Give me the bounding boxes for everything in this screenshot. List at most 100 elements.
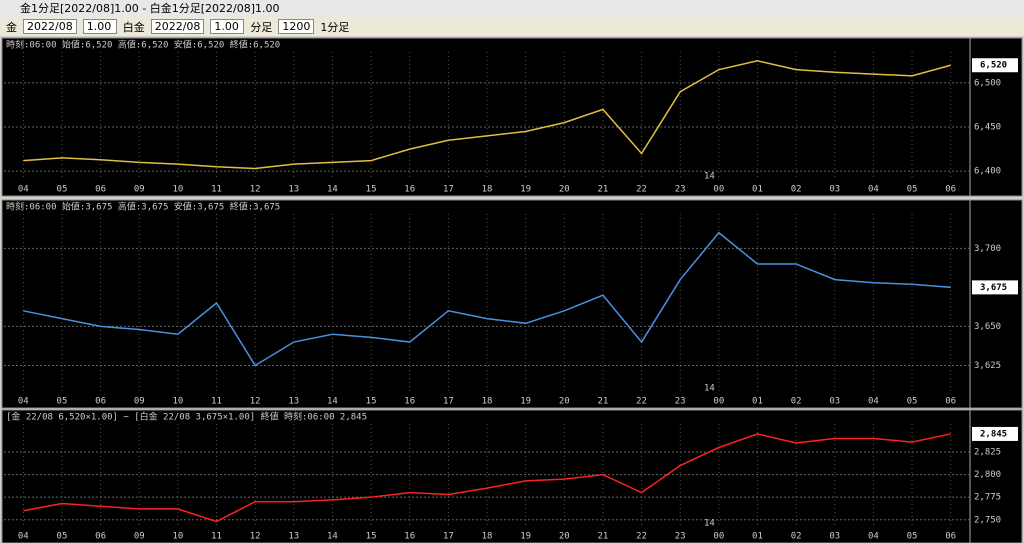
last-price-box [972, 426, 1018, 441]
x-tick-label: 14 [327, 532, 338, 542]
toolbar: 金 2022/08 1.00 白金 2022/08 1.00 分足 1200 1… [0, 17, 1024, 36]
y-tick-label: 3,700 [974, 244, 1001, 254]
y-tick-label: 6,500 [974, 78, 1001, 88]
annotation: 14 [704, 172, 715, 182]
x-tick-label: 15 [366, 397, 377, 407]
x-tick-label: 04 [18, 185, 29, 195]
price-line [23, 231, 951, 367]
x-tick-label: 03 [829, 397, 840, 407]
price-line [23, 60, 951, 170]
x-tick-label: 14 [327, 397, 338, 407]
x-tick-label: 04 [868, 185, 879, 195]
y-tick-label: 6,450 [974, 123, 1001, 133]
mult-input[interactable]: 1.00 [210, 19, 245, 34]
x-tick-label: 20 [559, 532, 570, 542]
x-tick-label: 04 [868, 397, 879, 407]
symbol[interactable]: 白金 [122, 20, 145, 34]
x-tick-label: 01 [752, 532, 763, 542]
x-tick-label: 15 [366, 185, 377, 195]
x-tick-label: 16 [404, 532, 415, 542]
x-tick-label: 05 [907, 185, 918, 195]
x-tick-label: 21 [597, 532, 608, 542]
panel-header: 時刻:06:00 始値:3,675 高値:3,675 安値:3,675 終値:3… [6, 201, 280, 213]
x-tick-label: 13 [288, 397, 299, 407]
charts: 時刻:06:00 始値:6,520 高値:6,520 安値:6,520 終値:6… [1, 37, 1023, 543]
x-tick-label: 09 [134, 397, 145, 407]
x-tick-label: 02 [791, 532, 802, 542]
x-tick-label: 06 [945, 532, 956, 542]
x-tick-label: 22 [636, 185, 647, 195]
y-tick-label: 6,400 [974, 167, 1001, 177]
x-tick-label: 06 [95, 532, 106, 542]
x-tick-label: 11 [211, 532, 222, 542]
mult-input[interactable]: 1.00 [82, 19, 117, 34]
x-tick-label: 22 [636, 532, 647, 542]
last-price-box [972, 58, 1018, 73]
last-price-label: 3,675 [980, 283, 1007, 293]
y-tick-label: 2,750 [974, 515, 1001, 525]
x-tick-label: 17 [443, 185, 454, 195]
x-tick-label: 09 [134, 532, 145, 542]
x-tick-label: 14 [327, 185, 338, 195]
annotation: 14 [704, 384, 715, 394]
x-tick-label: 20 [559, 397, 570, 407]
y-tick-label: 2,825 [974, 448, 1001, 458]
y-tick-label: 2,775 [974, 493, 1001, 503]
panel [1, 409, 1023, 543]
x-tick-label: 19 [520, 532, 531, 542]
x-tick-label: 04 [18, 397, 29, 407]
x-tick-label: 20 [559, 185, 570, 195]
x-tick-label: 22 [636, 397, 647, 407]
x-tick-label: 10 [172, 397, 183, 407]
x-tick-label: 06 [945, 397, 956, 407]
x-tick-label: 05 [57, 397, 68, 407]
x-tick-label: 23 [675, 397, 686, 407]
x-tick-label: 04 [868, 532, 879, 542]
price-line [23, 433, 951, 523]
panel [1, 37, 1023, 197]
x-tick-label: 19 [520, 397, 531, 407]
count-input[interactable]: 1200 [278, 19, 315, 34]
y-tick-label: 2,800 [974, 470, 1001, 480]
period-select[interactable]: 1分足 [320, 20, 350, 34]
x-tick-label: 03 [829, 532, 840, 542]
x-tick-label: 18 [482, 185, 493, 195]
x-tick-label: 05 [57, 532, 68, 542]
window-title: 金1分足[2022/08]1.00 - 白金1分足[2022/08]1.00 [20, 2, 280, 15]
panel-header: [金 22/08 6,520×1.00] − [白金 22/08 3,675×1… [6, 411, 367, 423]
x-tick-label: 01 [752, 397, 763, 407]
x-tick-label: 13 [288, 532, 299, 542]
x-tick-label: 10 [172, 185, 183, 195]
x-tick-label: 02 [791, 185, 802, 195]
month-input[interactable]: 2022/08 [150, 19, 205, 34]
x-tick-label: 00 [713, 397, 724, 407]
panel [1, 199, 1023, 409]
x-tick-label: 17 [443, 532, 454, 542]
x-tick-label: 05 [57, 185, 68, 195]
x-tick-label: 21 [597, 397, 608, 407]
x-tick-label: 06 [945, 185, 956, 195]
x-tick-label: 16 [404, 397, 415, 407]
x-tick-label: 05 [907, 532, 918, 542]
x-tick-label: 00 [713, 185, 724, 195]
y-tick-label: 3,625 [974, 361, 1001, 371]
symbol[interactable]: 金 [6, 20, 17, 34]
x-tick-label: 12 [250, 397, 261, 407]
x-tick-label: 21 [597, 185, 608, 195]
x-tick-label: 13 [288, 185, 299, 195]
x-tick-label: 11 [211, 185, 222, 195]
x-tick-label: 19 [520, 185, 531, 195]
month-input[interactable]: 2022/08 [23, 19, 77, 34]
annotation: 14 [704, 519, 715, 529]
x-tick-label: 18 [482, 532, 493, 542]
unit-select[interactable]: 分足 [250, 20, 273, 34]
x-tick-label: 12 [250, 185, 261, 195]
last-price-label: 2,845 [980, 429, 1007, 439]
x-tick-label: 23 [675, 185, 686, 195]
x-tick-label: 12 [250, 532, 261, 542]
panel-header: 時刻:06:00 始値:6,520 高値:6,520 安値:6,520 終値:6… [6, 39, 280, 51]
x-tick-label: 15 [366, 532, 377, 542]
x-tick-label: 03 [829, 185, 840, 195]
x-tick-label: 04 [18, 532, 29, 542]
